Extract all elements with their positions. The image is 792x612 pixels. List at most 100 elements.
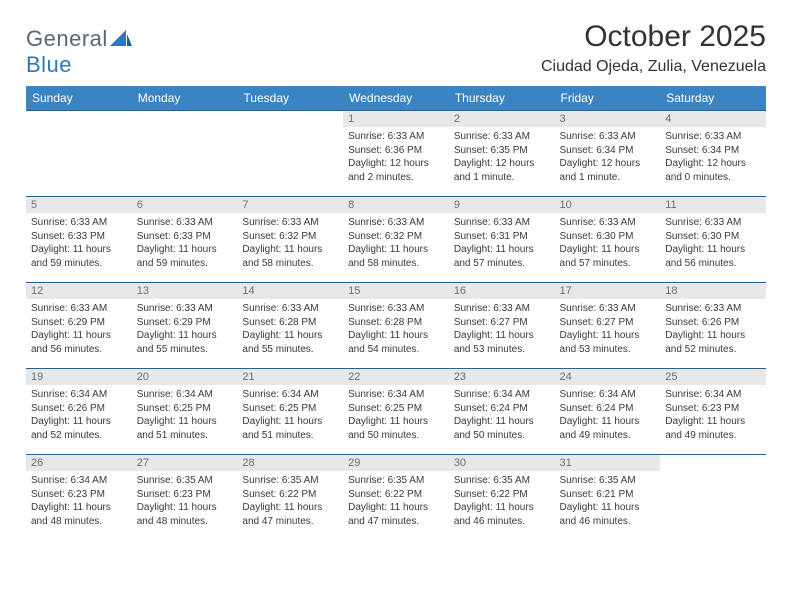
sunset-value: 6:32 PM [279, 231, 316, 242]
day-number: 11 [660, 197, 766, 213]
sunset-label: Sunset: [242, 403, 276, 414]
sunset-label: Sunset: [454, 231, 488, 242]
sunrise-value: 6:33 AM [599, 131, 636, 142]
calendar-cell: 8Sunrise: 6:33 AMSunset: 6:32 PMDaylight… [343, 197, 449, 283]
sunrise-line: Sunrise: 6:34 AM [137, 388, 233, 402]
day-body: Sunrise: 6:35 AMSunset: 6:23 PMDaylight:… [132, 471, 238, 530]
calendar-cell: 1Sunrise: 6:33 AMSunset: 6:36 PMDaylight… [343, 111, 449, 197]
sunrise-label: Sunrise: [348, 475, 385, 486]
daylight-label: Daylight: [348, 416, 387, 427]
sunrise-value: 6:34 AM [388, 389, 425, 400]
daylight-label: Daylight: [454, 416, 493, 427]
daylight-label: Daylight: [454, 502, 493, 513]
daylight-label: Daylight: [31, 416, 70, 427]
sunset-label: Sunset: [348, 145, 382, 156]
sunrise-value: 6:34 AM [70, 475, 107, 486]
sunset-label: Sunset: [137, 489, 171, 500]
sunrise-value: 6:33 AM [705, 131, 742, 142]
sunrise-value: 6:33 AM [388, 131, 425, 142]
sunrise-label: Sunrise: [137, 217, 174, 228]
daylight-line: Daylight: 11 hours and 48 minutes. [137, 501, 233, 528]
sunrise-value: 6:34 AM [282, 389, 319, 400]
daylight-label: Daylight: [454, 330, 493, 341]
sunset-line: Sunset: 6:21 PM [560, 488, 656, 502]
day-body: Sunrise: 6:33 AMSunset: 6:33 PMDaylight:… [26, 213, 132, 272]
day-body: Sunrise: 6:33 AMSunset: 6:35 PMDaylight:… [449, 127, 555, 186]
sunrise-label: Sunrise: [665, 389, 702, 400]
sunrise-label: Sunrise: [560, 389, 597, 400]
sunset-line: Sunset: 6:32 PM [348, 230, 444, 244]
daylight-label: Daylight: [454, 244, 493, 255]
sunset-line: Sunset: 6:34 PM [560, 144, 656, 158]
sunrise-value: 6:34 AM [70, 389, 107, 400]
daylight-line: Daylight: 11 hours and 50 minutes. [454, 415, 550, 442]
day-number: 31 [555, 455, 661, 471]
sunrise-value: 6:34 AM [493, 389, 530, 400]
sunrise-value: 6:35 AM [599, 475, 636, 486]
daylight-line: Daylight: 11 hours and 52 minutes. [31, 415, 127, 442]
sunrise-line: Sunrise: 6:35 AM [454, 474, 550, 488]
daylight-line: Daylight: 11 hours and 46 minutes. [454, 501, 550, 528]
calendar-cell: 23Sunrise: 6:34 AMSunset: 6:24 PMDayligh… [449, 369, 555, 455]
daylight-label: Daylight: [242, 330, 281, 341]
calendar-cell: 30Sunrise: 6:35 AMSunset: 6:22 PMDayligh… [449, 455, 555, 541]
calendar-cell: 2Sunrise: 6:33 AMSunset: 6:35 PMDaylight… [449, 111, 555, 197]
sunset-value: 6:28 PM [279, 317, 316, 328]
daylight-line: Daylight: 11 hours and 56 minutes. [665, 243, 761, 270]
sunset-value: 6:29 PM [173, 317, 210, 328]
day-body: Sunrise: 6:34 AMSunset: 6:23 PMDaylight:… [660, 385, 766, 444]
sunset-value: 6:22 PM [385, 489, 422, 500]
sunset-line: Sunset: 6:25 PM [348, 402, 444, 416]
daylight-line: Daylight: 11 hours and 51 minutes. [137, 415, 233, 442]
sunset-label: Sunset: [31, 489, 65, 500]
daylight-line: Daylight: 12 hours and 0 minutes. [665, 157, 761, 184]
calendar-cell: 3Sunrise: 6:33 AMSunset: 6:34 PMDaylight… [555, 111, 661, 197]
calendar-cell: 12Sunrise: 6:33 AMSunset: 6:29 PMDayligh… [26, 283, 132, 369]
daylight-label: Daylight: [348, 158, 387, 169]
day-number: 29 [343, 455, 449, 471]
sunset-line: Sunset: 6:36 PM [348, 144, 444, 158]
sunset-line: Sunset: 6:26 PM [665, 316, 761, 330]
sunrise-label: Sunrise: [454, 389, 491, 400]
sunset-line: Sunset: 6:22 PM [348, 488, 444, 502]
sunrise-label: Sunrise: [560, 475, 597, 486]
sunset-line: Sunset: 6:25 PM [137, 402, 233, 416]
sunrise-line: Sunrise: 6:33 AM [348, 302, 444, 316]
calendar-cell: 11Sunrise: 6:33 AMSunset: 6:30 PMDayligh… [660, 197, 766, 283]
sunrise-label: Sunrise: [560, 217, 597, 228]
calendar-cell: 18Sunrise: 6:33 AMSunset: 6:26 PMDayligh… [660, 283, 766, 369]
sunset-value: 6:31 PM [491, 231, 528, 242]
sunrise-label: Sunrise: [242, 389, 279, 400]
calendar-cell: 6Sunrise: 6:33 AMSunset: 6:33 PMDaylight… [132, 197, 238, 283]
calendar-cell: 5Sunrise: 6:33 AMSunset: 6:33 PMDaylight… [26, 197, 132, 283]
sunrise-label: Sunrise: [665, 131, 702, 142]
sunrise-value: 6:33 AM [70, 303, 107, 314]
day-number: 8 [343, 197, 449, 213]
day-body: Sunrise: 6:35 AMSunset: 6:21 PMDaylight:… [555, 471, 661, 530]
day-number: 24 [555, 369, 661, 385]
sunrise-value: 6:33 AM [705, 303, 742, 314]
logo: GeneralBlue [26, 20, 132, 78]
sunrise-line: Sunrise: 6:33 AM [31, 302, 127, 316]
calendar-cell: 19Sunrise: 6:34 AMSunset: 6:26 PMDayligh… [26, 369, 132, 455]
sunrise-line: Sunrise: 6:33 AM [348, 216, 444, 230]
sunrise-value: 6:33 AM [282, 303, 319, 314]
sunrise-line: Sunrise: 6:33 AM [560, 216, 656, 230]
sunset-line: Sunset: 6:35 PM [454, 144, 550, 158]
sunset-label: Sunset: [560, 489, 594, 500]
calendar-cell: 24Sunrise: 6:34 AMSunset: 6:24 PMDayligh… [555, 369, 661, 455]
sunset-label: Sunset: [560, 403, 594, 414]
day-body: Sunrise: 6:33 AMSunset: 6:28 PMDaylight:… [237, 299, 343, 358]
weekday-header: Friday [555, 86, 661, 111]
daylight-line: Daylight: 11 hours and 50 minutes. [348, 415, 444, 442]
calendar-cell: 28Sunrise: 6:35 AMSunset: 6:22 PMDayligh… [237, 455, 343, 541]
header: GeneralBlue October 2025 Ciudad Ojeda, Z… [26, 20, 766, 78]
day-body: Sunrise: 6:33 AMSunset: 6:32 PMDaylight:… [237, 213, 343, 272]
sunset-value: 6:25 PM [385, 403, 422, 414]
calendar-cell: 14Sunrise: 6:33 AMSunset: 6:28 PMDayligh… [237, 283, 343, 369]
day-number: 9 [449, 197, 555, 213]
sunset-value: 6:28 PM [385, 317, 422, 328]
weekday-header: Thursday [449, 86, 555, 111]
day-number: 21 [237, 369, 343, 385]
sunrise-value: 6:35 AM [388, 475, 425, 486]
